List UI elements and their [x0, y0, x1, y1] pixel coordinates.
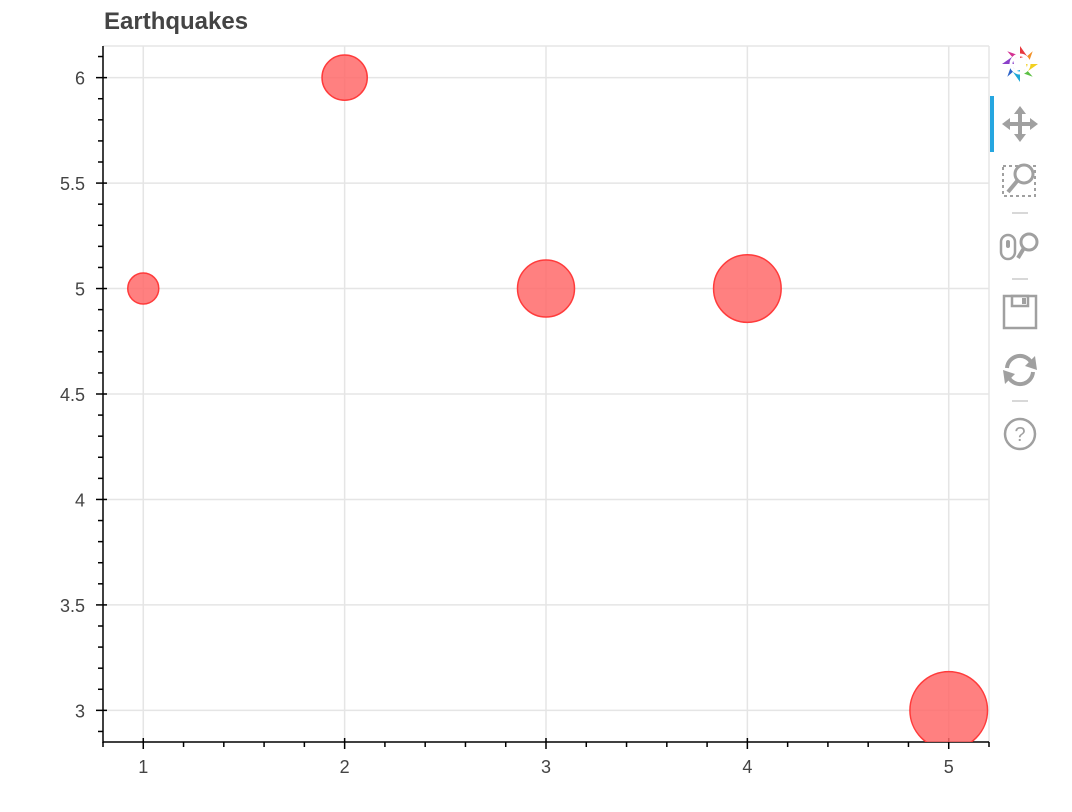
data-point[interactable]	[321, 54, 368, 101]
tick-labels: 1 2 3 4 5 3 3.5 4 4.5 5 5.5 6	[60, 69, 954, 777]
wheel-zoom-tool-icon[interactable]	[998, 224, 1042, 268]
reset-tool-icon[interactable]	[998, 348, 1042, 392]
y-tick-label: 3.5	[60, 596, 85, 616]
toolbar-separator	[1012, 212, 1028, 214]
x-tick-label: 1	[138, 757, 148, 777]
x-tick-label: 3	[541, 757, 551, 777]
plot-toolbar: ?	[990, 40, 1050, 480]
axes	[96, 46, 990, 749]
y-tick-label: 3	[75, 701, 85, 721]
chart-title: Earthquakes	[104, 8, 249, 35]
data-point[interactable]	[516, 259, 576, 318]
data-point[interactable]	[712, 253, 782, 324]
data-point[interactable]	[127, 272, 160, 305]
data-points	[127, 54, 989, 750]
svg-text:?: ?	[1014, 424, 1025, 446]
y-tick-label: 5.5	[60, 174, 85, 194]
bokeh-logo-icon[interactable]	[998, 42, 1042, 86]
pan-tool-icon[interactable]	[998, 102, 1042, 146]
toolbar-separator	[1012, 278, 1028, 280]
y-tick-label: 4	[75, 490, 85, 510]
save-tool-icon[interactable]	[998, 290, 1042, 334]
grid-lines	[103, 45, 990, 742]
y-tick-label: 4.5	[60, 385, 85, 405]
y-tick-label: 5	[75, 280, 85, 300]
scatter-plot[interactable]: 1 2 3 4 5 3 3.5 4 4.5 5 5.5 6	[0, 0, 990, 812]
data-point[interactable]	[909, 670, 989, 750]
y-tick-label: 6	[75, 69, 85, 89]
help-tool-icon[interactable]: ?	[998, 412, 1042, 456]
x-tick-label: 2	[340, 757, 350, 777]
x-tick-label: 4	[742, 757, 752, 777]
x-tick-label: 5	[944, 757, 954, 777]
toolbar-separator	[1012, 400, 1028, 402]
box-zoom-tool-icon[interactable]	[998, 158, 1042, 202]
active-tool-indicator	[990, 96, 994, 152]
